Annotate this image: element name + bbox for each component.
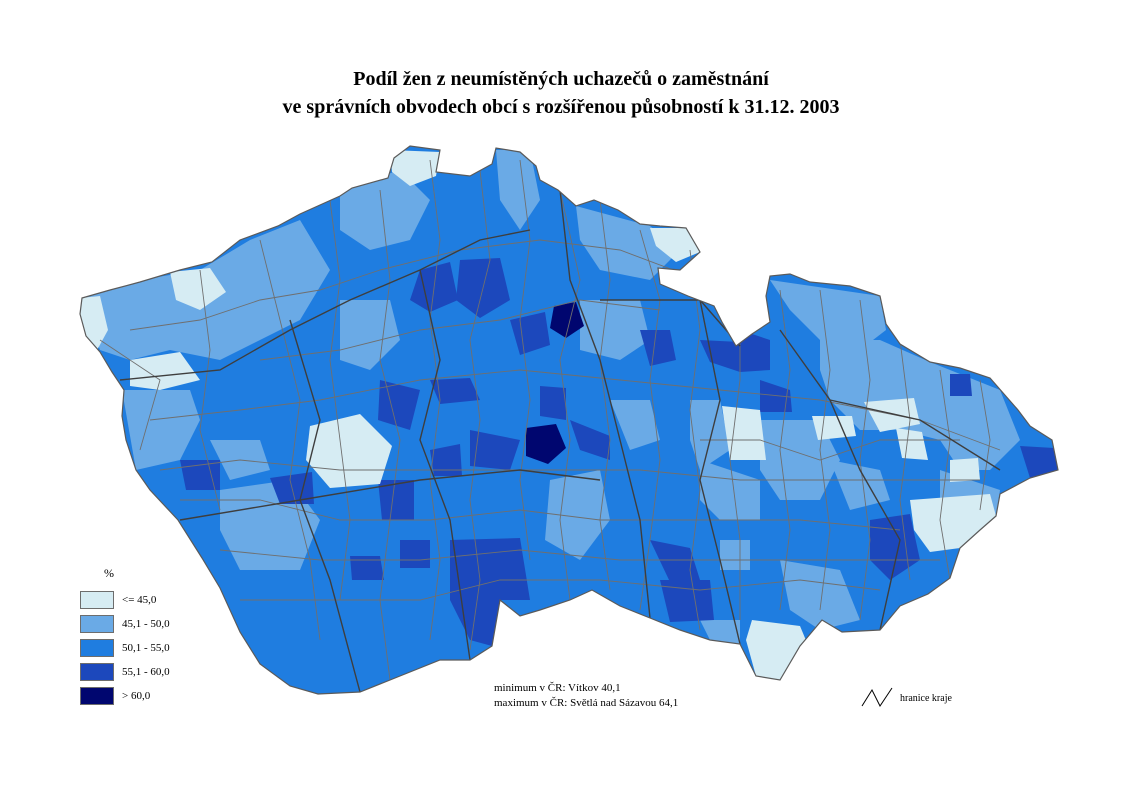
district-pisek [378, 480, 414, 520]
district-jindrichuv-hradec [450, 538, 530, 646]
class-le-45-districts [80, 150, 996, 680]
district-pribram-east [470, 430, 520, 470]
district-hranice [812, 416, 856, 440]
boundary-line-icon [861, 687, 893, 707]
district-hradec [580, 300, 650, 360]
district-havirov [950, 374, 972, 396]
district-cheb-north [170, 268, 226, 310]
district-domazlice [122, 390, 200, 470]
legend-swatch [80, 591, 114, 609]
legend-label: <= 45,0 [122, 594, 157, 606]
district-znojmo-edge [700, 620, 740, 644]
district-moravsky-krumlov [660, 580, 714, 622]
legend-label: > 60,0 [122, 690, 151, 702]
district-jablunkov [1020, 446, 1058, 478]
district-plzen [306, 414, 392, 488]
district-boundaries [99, 159, 1001, 681]
country-outline [79, 145, 1059, 695]
district-valasske-klobouky [910, 494, 996, 552]
district-mikulov [746, 620, 810, 680]
border-legend-label: hranice kraje [900, 692, 952, 704]
legend-swatch [80, 639, 114, 657]
legend-swatch [80, 687, 114, 705]
district-tyn [400, 540, 430, 568]
district-svitavy [690, 400, 730, 470]
district-beroun [430, 378, 480, 404]
district-ceske-budejovice [350, 556, 384, 580]
district-vitkov [864, 398, 920, 432]
district-broumov [650, 228, 700, 262]
legend-unit: % [104, 566, 114, 580]
district-benesov [540, 386, 566, 420]
legend-item-gt-60: > 60,0 [80, 686, 150, 706]
district-sluknov [390, 150, 440, 186]
district-sumperk [700, 334, 770, 372]
legend-swatch [80, 663, 114, 681]
district-milevsko [430, 444, 462, 476]
class-gt-60-districts [526, 302, 584, 464]
maximum-note: maximum v ČR: Světlá nad Sázavou 64,1 [494, 697, 679, 709]
district-susice [180, 460, 220, 490]
legend-label: 55,1 - 60,0 [122, 666, 170, 678]
legend-item-55-60: 55,1 - 60,0 [80, 662, 170, 682]
legend-item-50-55: 50,1 - 55,0 [80, 638, 170, 658]
district-krkonose [576, 206, 680, 280]
district-jesenik [770, 280, 886, 350]
district-breclav [780, 560, 860, 630]
minimum-note: minimum v ČR: Vítkov 40,1 [494, 682, 621, 694]
district-jicin [550, 302, 584, 338]
district-roznov [950, 458, 980, 482]
legend-swatch [80, 615, 114, 633]
district-svetla-nad-sazavou [526, 424, 566, 464]
legend-item-le-45: <= 45,0 [80, 590, 156, 610]
district-marianske-lazne [130, 352, 200, 390]
district-boskovice [700, 460, 760, 520]
district-blansko [720, 540, 750, 570]
border-legend: hranice kraje [860, 686, 952, 710]
district-frenstat [896, 428, 928, 460]
district-trebic [650, 540, 700, 582]
district-chotebor [570, 420, 610, 460]
legend-label: 45,1 - 50,0 [122, 618, 170, 630]
district-jihlava [545, 470, 610, 560]
legend-label: 50,1 - 55,0 [122, 642, 170, 654]
map-title-line-1: Podíl žen z neumístěných uchazečů o zamě… [353, 68, 769, 90]
district-rychnov [640, 330, 676, 366]
map-title-line-2: ve správních obvodech obcí s rozšířenou … [282, 96, 840, 118]
district-litovel [722, 406, 766, 460]
district-liberec-north [496, 150, 540, 230]
legend-item-45-50: 45,1 - 50,0 [80, 614, 170, 634]
district-moravskoslezsky [820, 340, 1020, 470]
district-pardubice-south [610, 400, 660, 450]
district-north-usti [340, 170, 430, 250]
